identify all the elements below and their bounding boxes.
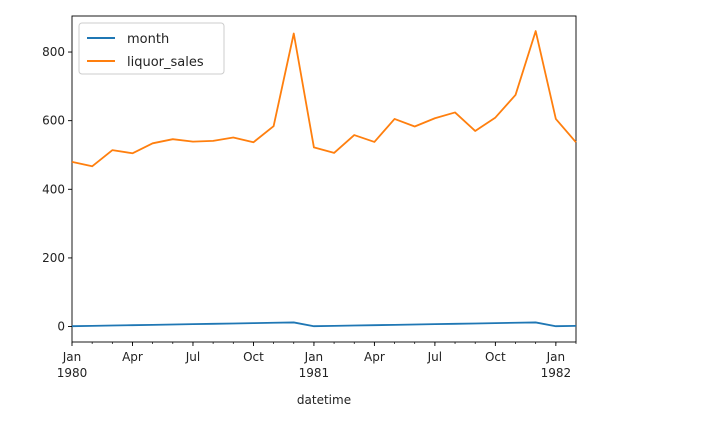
legend-label-liquor-sales: liquor_sales xyxy=(127,55,204,70)
x-axis: Jan 1980 Apr Jul Oct Jan 1981 Apr Jul Oct Jan 1982 xyxy=(57,342,577,380)
x-tick-label: Oct xyxy=(485,350,506,364)
y-axis: 0 200 400 600 800 xyxy=(42,45,72,334)
series-line-month xyxy=(71,321,577,328)
x-tick-label: Jan xyxy=(62,350,82,364)
x-tick-label: Jan xyxy=(546,350,566,364)
y-tick-label: 400 xyxy=(42,182,65,196)
y-tick-label: 600 xyxy=(42,114,65,128)
legend-label-month: month xyxy=(127,32,169,47)
x-tick-year-label: 1980 xyxy=(57,366,88,380)
legend: month liquor_sales xyxy=(78,22,225,75)
x-tick-label: Jan xyxy=(304,350,324,364)
y-tick-label: 800 xyxy=(42,45,65,59)
x-tick-label: Jul xyxy=(427,350,442,364)
x-tick-label: Apr xyxy=(364,350,385,364)
x-tick-label: Jul xyxy=(185,350,200,364)
y-tick-label: 0 xyxy=(57,320,65,334)
series-line-liquor-sales xyxy=(71,30,577,168)
series-layer xyxy=(71,30,577,328)
x-tick-year-label: 1981 xyxy=(299,366,330,380)
y-tick-label: 200 xyxy=(42,251,65,265)
x-tick-label: Apr xyxy=(122,350,143,364)
legend-box xyxy=(78,22,225,75)
x-tick-label: Oct xyxy=(243,350,264,364)
x-axis-title: datetime xyxy=(297,393,351,407)
x-tick-year-label: 1982 xyxy=(541,366,572,380)
